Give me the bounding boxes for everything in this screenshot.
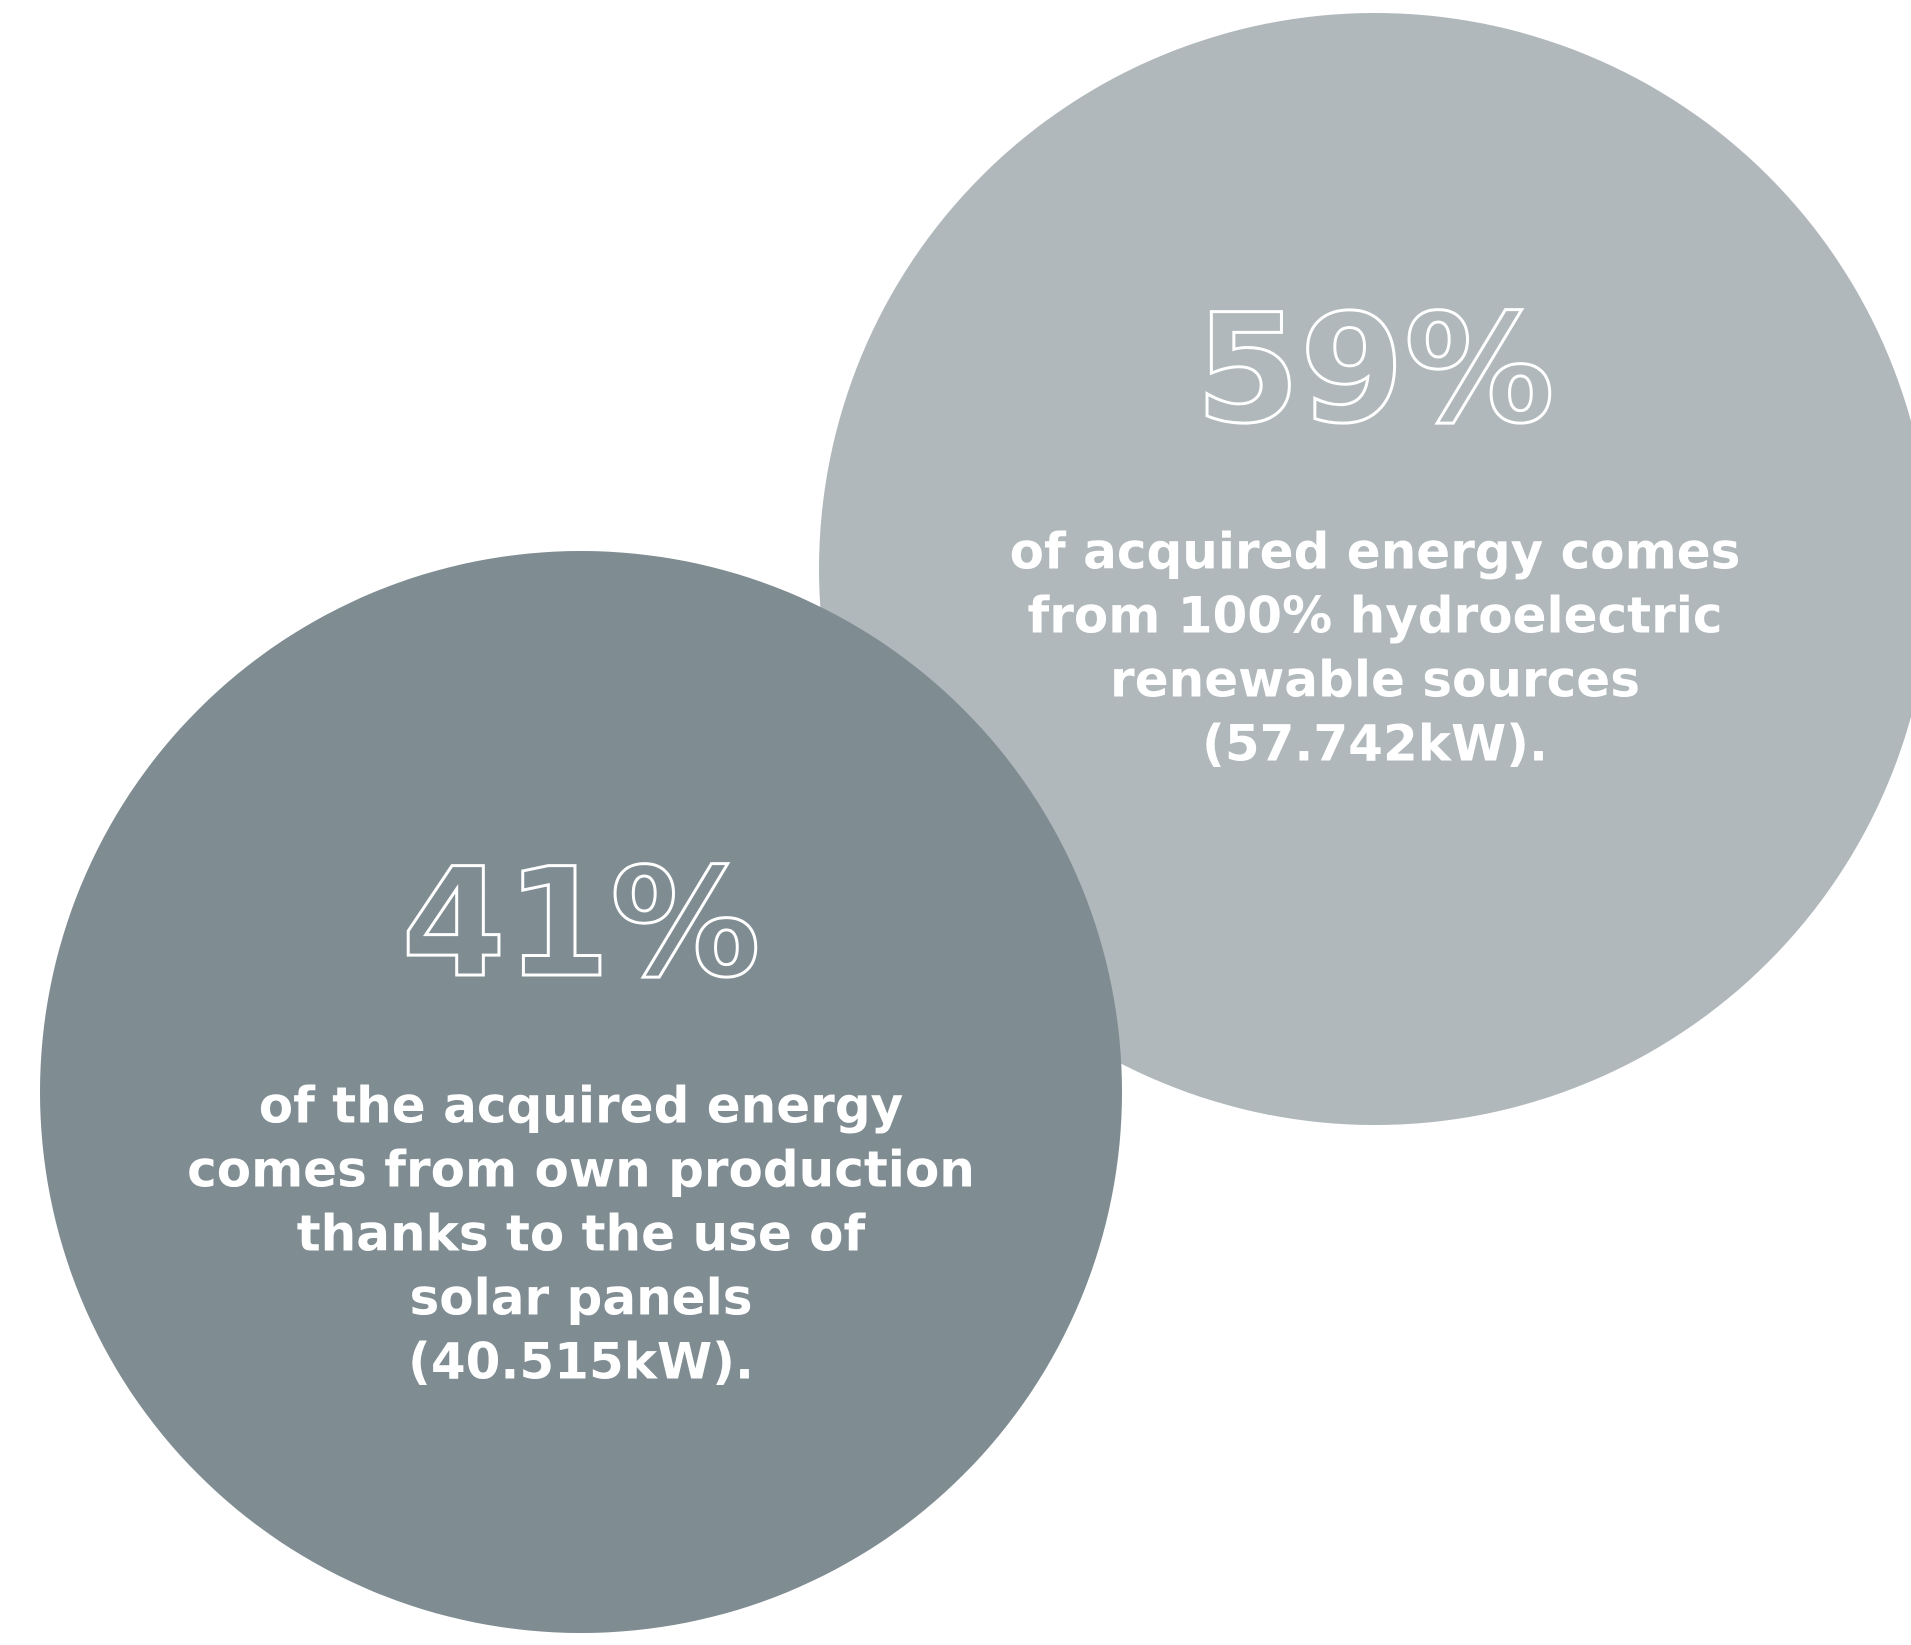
stat-description: of acquired energy comes [1010, 523, 1741, 581]
stat-description: renewable sources [1110, 651, 1640, 709]
stat-description: of the acquired energy [259, 1077, 903, 1135]
stat-description: from 100% hydroelectric [1027, 587, 1722, 645]
stat-description: thanks to the use of [297, 1205, 867, 1263]
stat-description: (40.515kW). [408, 1333, 754, 1391]
circle-hydro [819, 13, 1911, 1125]
stat-value: 59% [1195, 283, 1554, 457]
stat-description: (57.742kW). [1202, 715, 1548, 773]
stat-value: 41% [401, 837, 760, 1011]
stat-description: solar panels [410, 1269, 753, 1327]
circle-solar [40, 551, 1122, 1633]
stat-description: comes from own production [187, 1141, 975, 1199]
